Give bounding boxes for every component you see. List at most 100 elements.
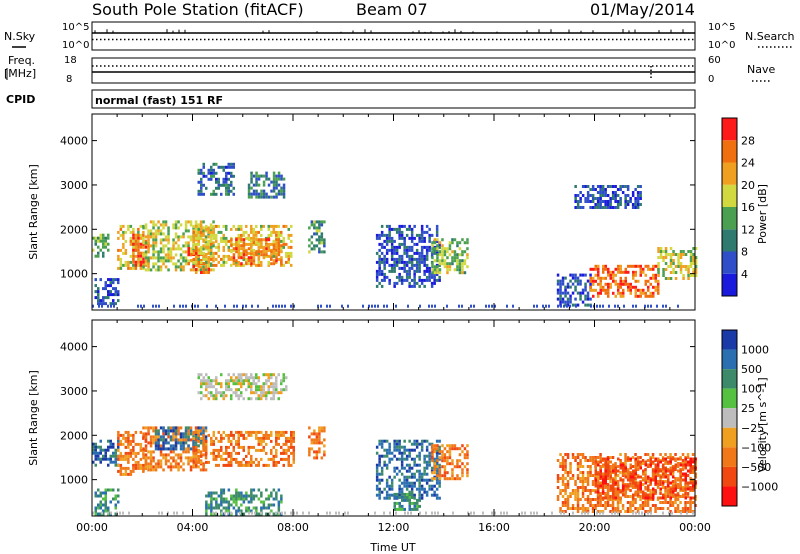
power-echo-cell bbox=[410, 254, 414, 258]
velocity-echo-cell bbox=[255, 509, 258, 513]
velocity-echo-cell bbox=[666, 501, 670, 504]
velocity-echo-cell bbox=[624, 457, 627, 461]
velocity-echo-cell bbox=[559, 510, 562, 513]
power-echo-cell bbox=[463, 250, 467, 254]
velocity-echo-cell bbox=[149, 453, 153, 457]
velocity-echo-cell bbox=[270, 509, 273, 513]
power-echo-cell bbox=[242, 230, 245, 234]
velocity-echo-cell bbox=[240, 460, 243, 464]
power-echo-cell bbox=[102, 287, 105, 291]
velocity-echo-cell bbox=[235, 430, 238, 434]
velocity-echo-cell bbox=[576, 486, 580, 489]
velocity-echo-cell bbox=[225, 394, 228, 398]
velocity-echo-cell bbox=[629, 478, 632, 482]
power-echo-cell bbox=[207, 227, 210, 231]
velocity-echo-cell bbox=[451, 444, 454, 448]
power-echo-cell bbox=[122, 236, 125, 240]
power-echo-cell bbox=[184, 241, 188, 245]
velocity-echo-cell bbox=[182, 447, 185, 451]
power-echo-cell bbox=[92, 236, 95, 240]
velocity-echo-cell bbox=[400, 457, 404, 461]
power-echo-cell bbox=[669, 253, 673, 256]
velocity-echo-cell bbox=[159, 438, 163, 442]
power-echo-cell bbox=[433, 241, 437, 245]
velocity-echo-cell bbox=[270, 433, 273, 437]
velocity-echo-cell bbox=[612, 490, 615, 494]
power-echo-cell bbox=[260, 192, 263, 196]
velocity-echo-cell bbox=[132, 448, 135, 452]
velocity-echo-cell bbox=[122, 472, 125, 476]
power-echo-cell bbox=[107, 296, 110, 300]
power-colorbar-swatch bbox=[722, 162, 737, 185]
power-echo-cell bbox=[446, 250, 449, 254]
velocity-echo-cell bbox=[245, 506, 248, 510]
power-echo-cell bbox=[202, 162, 205, 166]
power-echo-cell bbox=[564, 288, 567, 292]
velocity-echo-cell bbox=[162, 435, 165, 439]
power-echo-cell bbox=[677, 259, 680, 262]
power-echo-cell bbox=[132, 242, 135, 246]
power-echo-cell bbox=[260, 238, 263, 242]
power-echo-cell bbox=[212, 263, 215, 267]
power-echo-cell bbox=[164, 259, 168, 263]
power-echo-cell bbox=[242, 250, 246, 254]
power-echo-cell bbox=[255, 263, 258, 267]
velocity-echo-cell bbox=[664, 472, 667, 476]
velocity-echo-cell bbox=[210, 491, 213, 495]
velocity-colorbar-swatch bbox=[722, 466, 737, 487]
power-echo-cell bbox=[375, 260, 379, 264]
velocity-echo-cell bbox=[128, 511, 130, 515]
power-echo-cell bbox=[662, 274, 665, 277]
velocity-echo-cell bbox=[428, 460, 431, 464]
velocity-echo-cell bbox=[375, 478, 379, 482]
power-echo-cell bbox=[398, 272, 401, 276]
power-echo-cell bbox=[310, 247, 314, 251]
power-echo-cell bbox=[599, 188, 602, 191]
velocity-echo-cell bbox=[195, 463, 198, 467]
velocity-echo-cell bbox=[644, 478, 647, 482]
power-echo-cell bbox=[210, 254, 213, 258]
power-echo-cell bbox=[341, 304, 343, 308]
velocity-echo-cell bbox=[649, 478, 652, 482]
power-echo-cell bbox=[410, 248, 414, 252]
velocity-echo-cell bbox=[242, 463, 245, 467]
velocity-echo-cell bbox=[682, 493, 685, 497]
velocity-echo-cell bbox=[400, 490, 404, 494]
velocity-echo-cell bbox=[94, 512, 97, 516]
power-echo-cell bbox=[599, 288, 602, 292]
power-echo-cell bbox=[659, 247, 663, 250]
power-echo-cell bbox=[237, 262, 241, 266]
power-echo-cell bbox=[408, 260, 411, 264]
velocity-echo-cell bbox=[566, 453, 570, 456]
power-echo-cell bbox=[612, 291, 615, 295]
power-echo-cell bbox=[195, 260, 198, 264]
power-echo-cell bbox=[448, 268, 452, 272]
velocity-echo-cell bbox=[179, 459, 183, 463]
power-colorbar-tick-label: 12 bbox=[741, 223, 755, 236]
velocity-echo-cell bbox=[132, 445, 135, 449]
power-echo-cell bbox=[220, 192, 223, 196]
power-echo-cell bbox=[428, 248, 431, 252]
power-echo-cell bbox=[217, 242, 220, 246]
velocity-echo-cell bbox=[167, 453, 170, 457]
power-echo-cell bbox=[107, 248, 110, 252]
power-echo-cell bbox=[375, 269, 379, 273]
power-echo-cell bbox=[237, 256, 241, 260]
velocity-echo-cell bbox=[162, 432, 165, 436]
power-echo-cell bbox=[644, 291, 647, 295]
velocity-colorbar-swatch bbox=[722, 330, 737, 350]
velocity-echo-cell bbox=[237, 430, 240, 434]
power-echo-cell bbox=[415, 269, 419, 273]
velocity-echo-cell bbox=[265, 512, 268, 516]
power-echo-cell bbox=[561, 276, 565, 280]
power-echo-cell bbox=[694, 274, 698, 277]
velocity-echo-cell bbox=[641, 501, 645, 504]
velocity-echo-cell bbox=[411, 507, 414, 511]
power-echo-cell bbox=[230, 180, 233, 184]
velocity-colorbar-tick-label: 100 bbox=[741, 383, 762, 396]
velocity-echo-cell bbox=[262, 373, 265, 377]
velocity-echo-cell bbox=[434, 511, 436, 515]
power-echo-cell bbox=[329, 304, 331, 308]
velocity-echo-cell bbox=[589, 468, 592, 471]
